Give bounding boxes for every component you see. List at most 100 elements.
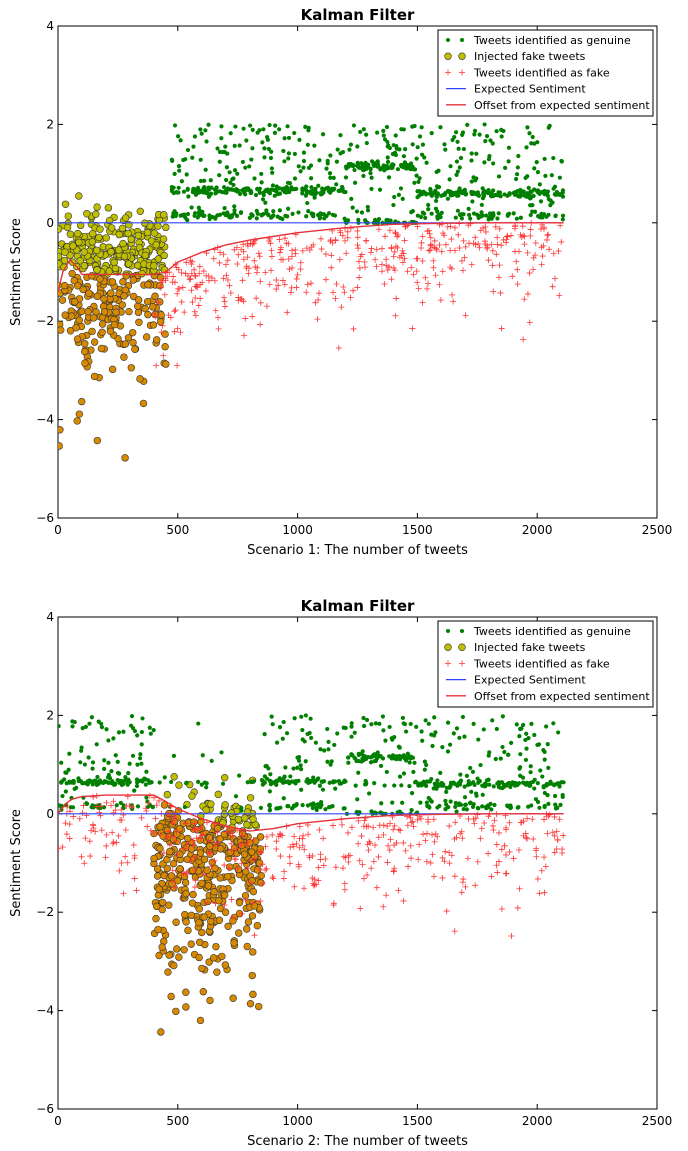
genuine-point	[414, 724, 419, 729]
genuine-series	[169, 122, 566, 225]
fake-point	[443, 908, 450, 915]
genuine-point	[354, 209, 360, 214]
genuine-point	[529, 803, 534, 808]
fake-point	[188, 857, 195, 864]
fake-point	[147, 827, 154, 834]
genuine-point	[523, 175, 528, 180]
genuine-point	[266, 188, 271, 193]
genuine-point	[496, 211, 501, 216]
genuine-point	[538, 199, 544, 204]
injected-point	[108, 365, 117, 374]
injected-point	[183, 855, 191, 864]
genuine-point	[79, 748, 84, 753]
injected-point	[111, 264, 120, 273]
fake-point	[303, 245, 310, 252]
genuine-point	[310, 805, 315, 811]
fake-point	[355, 840, 362, 847]
genuine-point	[227, 213, 232, 218]
genuine-point	[386, 175, 392, 180]
genuine-point	[109, 768, 114, 774]
fake-point	[430, 816, 437, 823]
legend-label: Tweets identified as fake	[473, 66, 610, 79]
genuine-point	[259, 171, 264, 177]
genuine-point	[157, 780, 162, 785]
injected-point	[58, 426, 64, 434]
genuine-point	[232, 204, 237, 209]
genuine-point	[409, 808, 414, 813]
genuine-point	[535, 170, 541, 175]
fake-point	[196, 263, 203, 270]
fake-point	[244, 865, 251, 872]
genuine-point	[266, 146, 271, 152]
fake-point	[444, 223, 451, 230]
genuine-point	[267, 789, 272, 794]
injected-point	[209, 954, 218, 962]
injected-point	[80, 347, 89, 356]
genuine-point	[434, 786, 439, 791]
legend-key-injected	[458, 52, 466, 60]
fake-point	[398, 252, 405, 259]
genuine-point	[560, 217, 565, 222]
genuine-point	[508, 740, 514, 745]
injected-point	[156, 822, 164, 831]
genuine-point	[117, 771, 122, 776]
genuine-point	[514, 722, 519, 727]
genuine-point	[113, 753, 118, 758]
genuine-point	[424, 783, 429, 789]
genuine-point	[368, 760, 374, 765]
injected-point	[100, 308, 109, 316]
fake-point	[90, 825, 97, 832]
genuine-point	[482, 122, 487, 127]
fake-point	[215, 325, 222, 332]
genuine-point	[511, 190, 516, 196]
fake-point	[158, 329, 165, 336]
genuine-point	[139, 729, 145, 735]
fake-point	[530, 266, 537, 273]
genuine-point	[327, 189, 332, 194]
genuine-point	[520, 722, 526, 728]
genuine-point	[306, 165, 312, 170]
genuine-point	[400, 715, 406, 721]
fake-point	[527, 226, 534, 233]
fake-point	[263, 303, 270, 310]
injected-point	[172, 918, 180, 926]
fake-point	[555, 248, 562, 255]
genuine-point	[410, 124, 415, 129]
fake-point	[538, 244, 545, 251]
genuine-point	[389, 163, 394, 169]
genuine-point	[181, 189, 187, 194]
genuine-point	[519, 189, 524, 194]
genuine-point	[139, 761, 144, 766]
genuine-point	[273, 123, 278, 128]
injected-point	[167, 992, 175, 1001]
fake-point	[354, 242, 361, 249]
fake-point	[280, 875, 287, 882]
fake-point	[521, 241, 528, 248]
genuine-point	[233, 124, 238, 129]
injected-point	[235, 898, 244, 907]
fake-point	[451, 247, 458, 254]
fake-point	[436, 281, 443, 288]
genuine-point	[350, 753, 355, 758]
genuine-point	[523, 757, 529, 763]
genuine-point	[169, 779, 174, 785]
fake-point	[182, 870, 189, 877]
fake-point	[277, 853, 284, 860]
fake-point	[529, 816, 536, 823]
genuine-point	[537, 182, 542, 187]
genuine-point	[382, 783, 387, 788]
genuine-point	[506, 145, 512, 150]
fake-point	[392, 243, 399, 250]
genuine-point	[305, 142, 310, 147]
fake-point	[66, 835, 73, 842]
genuine-point	[306, 128, 311, 133]
genuine-point	[422, 211, 427, 216]
fake-point	[159, 277, 166, 284]
chart-title: Kalman Filter	[301, 597, 415, 615]
genuine-point	[380, 714, 386, 719]
genuine-point	[436, 168, 441, 173]
fake-point	[335, 344, 342, 351]
genuine-point	[528, 203, 533, 208]
fake-point	[472, 815, 479, 822]
fake-point	[269, 831, 276, 838]
